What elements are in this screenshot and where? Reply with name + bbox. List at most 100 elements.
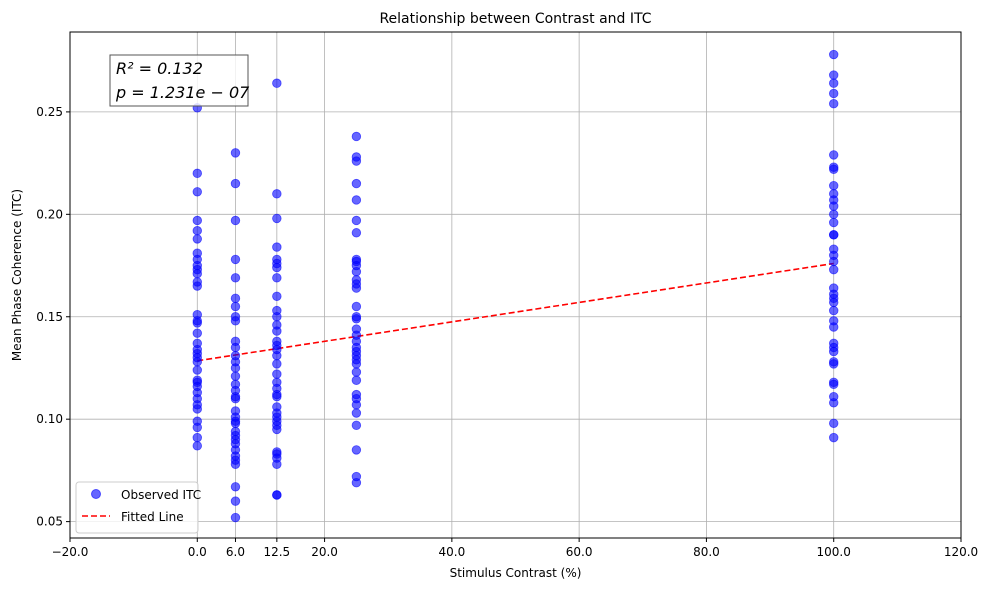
observed-point [351, 477, 362, 488]
observed-point [230, 178, 241, 189]
observed-point [272, 242, 282, 252]
observed-point [230, 363, 241, 373]
x-tick-label: 40.0 [438, 545, 465, 559]
observed-point [192, 281, 202, 291]
y-tick-label: 0.05 [36, 515, 63, 529]
observed-point [351, 266, 362, 277]
observed-point [192, 234, 202, 244]
axes-frame [69, 31, 962, 539]
fitted-line-layer [197, 262, 834, 362]
observed-point [351, 314, 362, 324]
observed-point [351, 375, 362, 385]
observed-point [272, 262, 282, 273]
observed-point [230, 273, 241, 283]
observed-point [829, 432, 839, 443]
x-axis-ticks: −20.0 0.0 6.0 12.5 20.0 40.0 60.0 80.0 100.0 120.… [52, 538, 978, 559]
observed-point [192, 441, 202, 451]
y-tick-label: 0.10 [36, 412, 63, 426]
observed-point [230, 393, 241, 404]
observed-point [351, 131, 362, 142]
observed-point [829, 379, 839, 390]
observed-point [272, 213, 282, 224]
observed-point [272, 459, 282, 469]
observed-point [351, 178, 362, 189]
observed-point [829, 164, 839, 174]
observed-point [230, 148, 241, 158]
observed-point [272, 312, 282, 322]
observed-point [272, 391, 282, 402]
observed-point [351, 420, 362, 431]
observed-point [192, 187, 202, 197]
p-value-text: p = 1.231e − 07 [115, 83, 250, 102]
observed-point [829, 322, 839, 332]
observed-point [192, 422, 202, 433]
observed-point [230, 215, 241, 226]
y-tick-label: 0.20 [36, 207, 63, 221]
observed-point [351, 301, 362, 312]
observed-point [230, 459, 241, 469]
observed-point [351, 367, 362, 377]
observed-point [192, 215, 202, 226]
observed-point [192, 168, 202, 179]
observed-point [829, 264, 839, 275]
observed-point [192, 404, 202, 414]
observed-point [829, 346, 839, 357]
observed-point [272, 490, 282, 500]
x-tick-label: 100.0 [817, 545, 851, 559]
observed-point [272, 291, 282, 301]
observed-point [829, 99, 839, 109]
x-tick-label: 0.0 [188, 545, 207, 559]
y-axis-ticks: 0.05 0.10 0.15 0.20 0.25 [36, 105, 70, 529]
x-tick-label: 120.0 [944, 545, 978, 559]
stats-box [109, 54, 249, 107]
observed-point [230, 342, 241, 353]
legend: Observed ITC Fitted Line [75, 481, 201, 534]
observed-point [192, 357, 202, 367]
observed-point [351, 156, 362, 166]
observed-point [192, 365, 202, 375]
x-tick-label: 80.0 [693, 545, 720, 559]
legend-box [75, 481, 199, 534]
fitted-line [197, 262, 834, 362]
observed-point [829, 180, 839, 191]
observed-point [829, 88, 839, 99]
x-tick-label: 12.5 [263, 545, 290, 559]
observed-point [192, 269, 202, 279]
observed-point [192, 432, 202, 443]
observed-point [272, 273, 282, 283]
observed-point [829, 305, 839, 316]
observed-point [230, 496, 241, 506]
observed-point [230, 482, 241, 492]
observed-point [230, 418, 241, 428]
observed-point [351, 195, 362, 205]
observed-point [230, 512, 241, 523]
r-squared-text: R² = 0.132 [116, 59, 203, 78]
observed-point [230, 301, 241, 312]
observed-point [829, 70, 839, 80]
observed-point [829, 418, 839, 428]
observed-point [272, 350, 282, 361]
observed-point [192, 226, 202, 236]
observed-point [272, 78, 282, 88]
observed-point [829, 398, 839, 408]
y-tick-label: 0.25 [36, 105, 63, 119]
legend-label-fitted: Fitted Line [121, 510, 184, 524]
stats-annotation: R² = 0.132 p = 1.231e − 07 [109, 54, 250, 107]
observed-point [351, 228, 362, 238]
observed-point [192, 318, 202, 328]
observed-point [230, 293, 241, 304]
observed-point [272, 326, 282, 336]
scatter-points [192, 49, 839, 523]
observed-point [272, 369, 282, 379]
x-tick-label: 6.0 [226, 545, 245, 559]
observed-point [272, 424, 282, 435]
observed-point [829, 201, 839, 211]
observed-point [829, 230, 839, 240]
observed-point [829, 256, 839, 267]
observed-point [829, 217, 839, 228]
observed-point [192, 328, 202, 338]
observed-point [829, 209, 839, 220]
x-tick-label: 20.0 [311, 545, 338, 559]
observed-point [829, 78, 839, 88]
